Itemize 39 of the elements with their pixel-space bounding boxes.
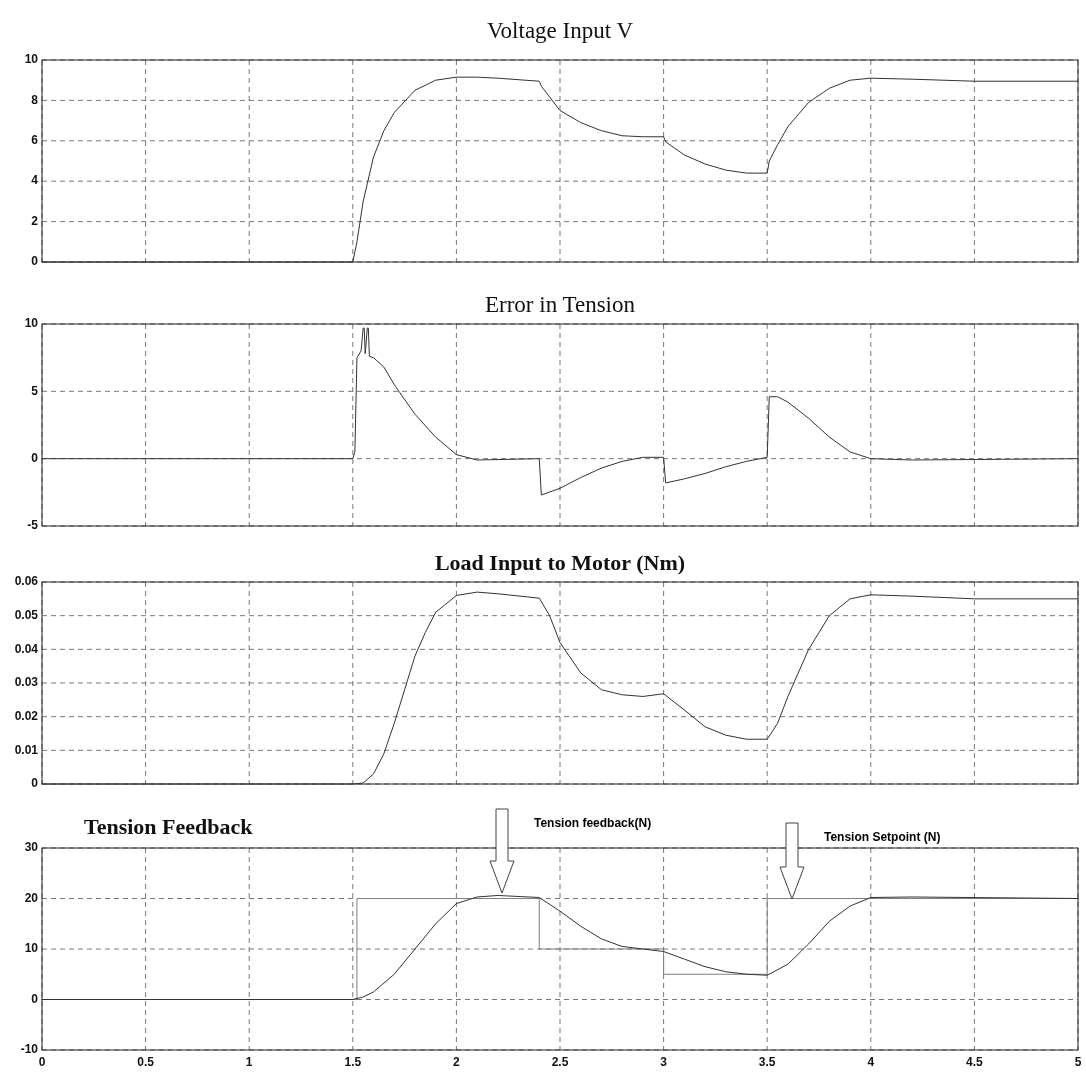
chart-title: Load Input to Motor (Nm)	[434, 550, 686, 575]
x-tick-label: 3	[660, 1055, 668, 1069]
y-tick-label: 20	[24, 890, 39, 905]
chart-title: Error in Tension	[485, 292, 636, 317]
x-tick-label: 1	[245, 1055, 253, 1069]
y-tick-label: 5	[31, 383, 39, 398]
x-tick-label: 2.5	[551, 1055, 569, 1069]
y-tick-label: 6	[31, 132, 39, 147]
y-tick-label: 0.05	[14, 607, 39, 622]
y-tick-label: 0.03	[14, 675, 39, 690]
x-tick-label: 1.5	[344, 1055, 362, 1069]
y-tick-label: 0	[31, 776, 39, 791]
x-tick-label: 5	[1074, 1055, 1082, 1069]
y-tick-label: 4	[31, 173, 39, 188]
y-tick-label: -10	[20, 1042, 39, 1057]
x-tick-label: 0.5	[137, 1055, 155, 1069]
y-tick-label: 10	[24, 52, 39, 67]
y-tick-label: -5	[27, 518, 39, 533]
y-tick-label: 0.04	[14, 641, 39, 656]
y-tick-label: 30	[24, 840, 39, 855]
y-tick-label: 8	[31, 92, 39, 107]
text: Tension Setpoint (N)	[824, 830, 941, 844]
y-tick-label: 0	[31, 450, 39, 465]
y-tick-label: 0.01	[14, 742, 39, 757]
chart-title: Tension Feedback	[84, 814, 254, 839]
text: Tension feedback(N)	[534, 816, 652, 830]
y-tick-label: 10	[24, 941, 39, 956]
y-tick-label: 0	[31, 254, 39, 269]
x-tick-label: 4	[867, 1055, 875, 1069]
x-tick-label: 2	[453, 1055, 461, 1069]
y-tick-label: 0	[31, 991, 39, 1006]
y-tick-label: 0.02	[14, 708, 39, 723]
line-series	[41, 327, 1079, 496]
chart-title: Voltage Input V	[486, 18, 634, 43]
y-tick-label: 10	[24, 316, 39, 331]
x-tick-label: 3.5	[758, 1055, 776, 1069]
y-tick-label: 2	[31, 213, 39, 228]
x-tick-label: 4.5	[966, 1055, 984, 1069]
y-tick-label: 0.06	[14, 574, 39, 589]
